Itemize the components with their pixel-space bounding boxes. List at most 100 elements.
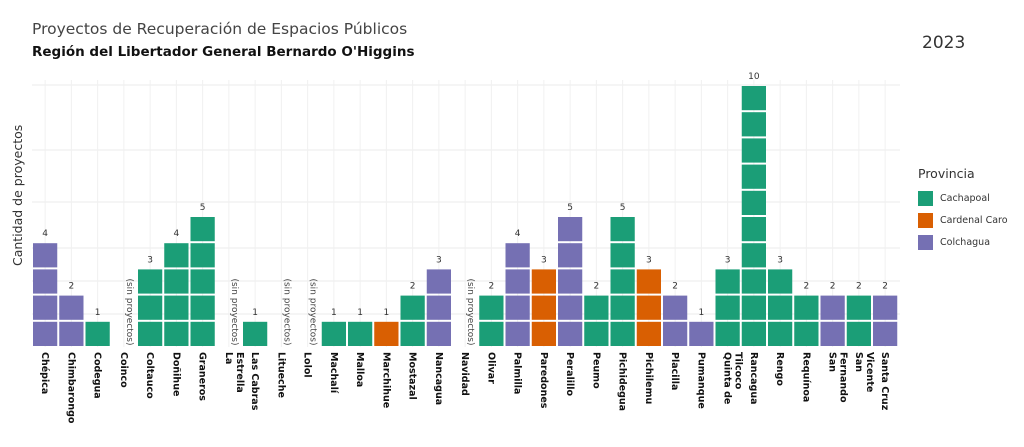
bar-cell <box>636 321 661 346</box>
bar-cell <box>164 295 189 320</box>
chart-title: Proyectos de Recuperación de Espacios Pú… <box>32 20 408 38</box>
bar-cell <box>741 190 766 215</box>
x-tick-label: Peumo <box>590 352 601 389</box>
data-label: 2 <box>69 282 75 292</box>
bar-cell <box>846 321 871 346</box>
x-tick-label: Coinco <box>118 352 129 388</box>
bar-cell <box>820 321 845 346</box>
x-tick-label: Litueche <box>275 352 286 398</box>
bar-cell <box>873 321 898 346</box>
bar-cell <box>584 321 609 346</box>
bar-cell <box>715 295 740 320</box>
bar-cell <box>663 295 688 320</box>
x-tick-label: Malloa <box>354 352 365 387</box>
bar-cell <box>636 295 661 320</box>
bar-cell <box>505 243 530 268</box>
bar-cell <box>479 295 504 320</box>
no-data-label: (sin proyectos) <box>465 278 475 345</box>
bar-cell <box>846 295 871 320</box>
x-tick-label: Estrella <box>234 352 245 393</box>
data-label: 1 <box>357 308 363 318</box>
data-label: 4 <box>174 229 180 239</box>
bar-cell <box>741 112 766 137</box>
x-tick-label: Mostazal <box>407 352 418 400</box>
bar-cell <box>85 321 110 346</box>
bar-cell <box>505 269 530 294</box>
bar-cell <box>741 321 766 346</box>
x-tick-label: Rancagua <box>748 352 759 405</box>
bar-cell <box>164 321 189 346</box>
x-tick-label: Marchihue <box>380 352 391 408</box>
legend-label-cardenal-caro: Cardenal Caro <box>940 214 1008 226</box>
x-tick-label: Nancagua <box>433 352 444 405</box>
data-label: 3 <box>541 255 547 265</box>
data-label: 2 <box>882 282 888 292</box>
bar-cell <box>164 243 189 268</box>
legend-label-colchagua: Colchagua <box>940 236 991 248</box>
bar-cell <box>610 295 635 320</box>
legend: Provincia Cachapoal Cardenal Caro Colcha… <box>918 166 1008 253</box>
bar-cell <box>741 295 766 320</box>
bar-cell <box>190 217 215 242</box>
bar-cell <box>426 321 451 346</box>
x-tick-label: Quinta de <box>722 352 733 404</box>
bar-cell <box>400 295 425 320</box>
no-data-label: (sin proyectos) <box>308 278 318 345</box>
x-tick-label: Santa Cruz <box>879 352 890 411</box>
x-tick-label: Doñihue <box>170 352 181 396</box>
bar-cell <box>715 269 740 294</box>
data-label: 10 <box>748 72 760 82</box>
no-data-label: (sin proyectos) <box>229 278 239 345</box>
x-tick-label: Requínoa <box>800 352 811 402</box>
data-label: 4 <box>515 229 521 239</box>
x-tick-label: San <box>827 352 838 372</box>
no-data-label: (sin proyectos) <box>124 278 134 345</box>
bar-cell <box>741 164 766 189</box>
x-tick-label: Coltauco <box>144 352 155 399</box>
x-tick-label: Tilcoco <box>733 352 744 390</box>
chart-subtitle: Región del Libertador General Bernardo O… <box>32 44 415 60</box>
bar-cell <box>741 269 766 294</box>
x-tick-label: Codegua <box>92 352 103 399</box>
bar-cell <box>505 321 530 346</box>
bar-cell <box>741 138 766 163</box>
bar-cell <box>190 269 215 294</box>
bar-cell <box>59 321 84 346</box>
bar-cell <box>636 269 661 294</box>
data-label: 5 <box>620 203 626 213</box>
legend-title: Provincia <box>918 166 975 181</box>
data-label: 3 <box>436 255 442 265</box>
x-tick-label: Pichidegua <box>617 352 628 411</box>
bar-cell <box>741 217 766 242</box>
x-tick-label: Palmilla <box>512 352 523 394</box>
data-label: 2 <box>804 282 810 292</box>
x-tick-label: Paredones <box>538 352 549 409</box>
data-label: 3 <box>777 255 783 265</box>
bar-cell <box>610 217 635 242</box>
bar-cell <box>663 321 688 346</box>
bar-cell <box>558 217 583 242</box>
data-label: 1 <box>252 308 258 318</box>
data-label: 4 <box>42 229 48 239</box>
x-tick-label: Chépica <box>39 352 50 394</box>
bar-cell <box>505 295 530 320</box>
bar-cell <box>190 295 215 320</box>
bar-cell <box>820 295 845 320</box>
bar-cell <box>190 243 215 268</box>
data-label: 2 <box>489 282 495 292</box>
bar-cell <box>558 295 583 320</box>
bar-cell <box>558 269 583 294</box>
bar-cell <box>138 269 163 294</box>
bar-cell <box>715 321 740 346</box>
x-tick-label: Graneros <box>197 352 208 401</box>
data-label: 3 <box>725 255 731 265</box>
bar-cell <box>531 321 556 346</box>
bar-cell <box>558 321 583 346</box>
bar-cell <box>531 269 556 294</box>
bar-cell <box>33 243 58 268</box>
bar-cell <box>610 321 635 346</box>
data-label: 2 <box>830 282 836 292</box>
data-label: 5 <box>200 203 206 213</box>
x-tick-label: Placilla <box>669 352 680 390</box>
legend-swatch-cardenal-caro <box>918 212 933 228</box>
